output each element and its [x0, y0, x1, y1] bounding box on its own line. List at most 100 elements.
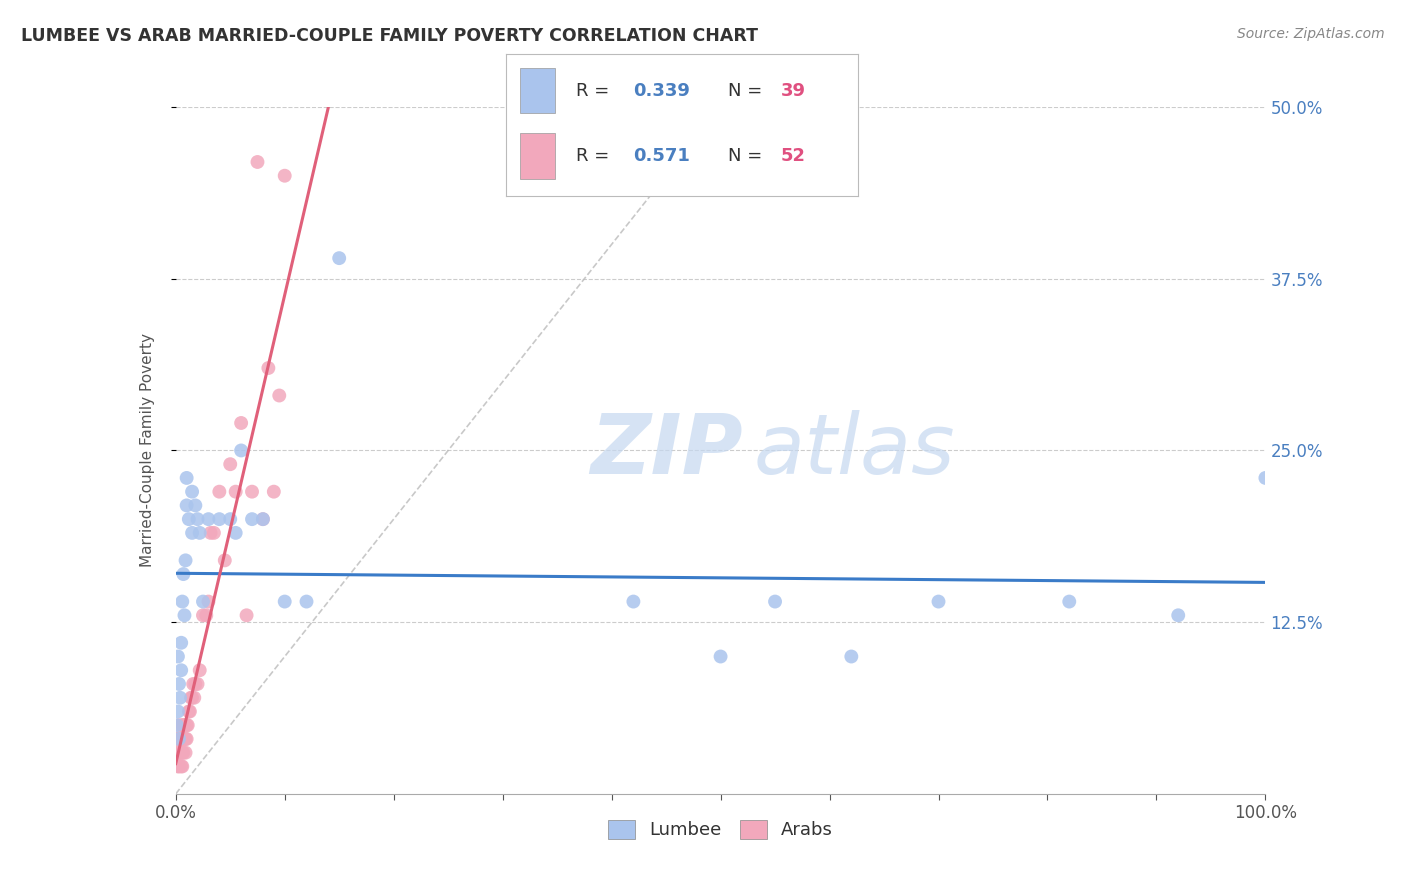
Point: [174, 553, 197, 567]
Point: [170, 636, 193, 650]
Text: 0.571: 0.571: [633, 147, 689, 165]
Point: [170, 731, 193, 746]
Text: Source: ZipAtlas.com: Source: ZipAtlas.com: [1237, 27, 1385, 41]
Point: [219, 512, 242, 526]
Point: [177, 718, 200, 732]
Point: [197, 512, 219, 526]
Point: [252, 512, 274, 526]
Point: [167, 649, 190, 664]
Point: [179, 705, 201, 719]
Point: [195, 608, 218, 623]
Point: [621, 594, 644, 608]
Point: [225, 525, 247, 540]
Point: [186, 512, 209, 526]
Point: [181, 690, 204, 705]
Point: [928, 594, 950, 608]
Text: 0.339: 0.339: [633, 82, 689, 100]
Text: 52: 52: [780, 147, 806, 165]
Point: [174, 731, 197, 746]
Point: [172, 731, 194, 746]
Point: [173, 731, 195, 746]
Point: [1167, 608, 1189, 623]
Point: [169, 690, 191, 705]
Point: [167, 759, 190, 773]
Point: [167, 718, 190, 732]
Point: [176, 471, 198, 485]
Point: [172, 718, 194, 732]
Point: [181, 525, 204, 540]
Point: [172, 567, 194, 582]
Point: [169, 731, 191, 746]
Point: [197, 594, 219, 608]
Point: [167, 759, 190, 773]
Point: [246, 155, 269, 169]
Point: [167, 705, 190, 719]
Point: [191, 608, 214, 623]
Point: [166, 718, 188, 732]
Point: [166, 731, 188, 746]
Point: [269, 388, 291, 402]
Point: [172, 718, 194, 732]
Point: [188, 663, 211, 677]
Point: [710, 649, 733, 664]
Point: [167, 731, 190, 746]
Point: [274, 594, 297, 608]
Point: [257, 361, 280, 376]
Point: [231, 416, 253, 430]
Point: [235, 608, 257, 623]
Point: [172, 594, 194, 608]
Point: [176, 731, 198, 746]
Point: [200, 525, 222, 540]
Point: [167, 746, 190, 760]
Point: [170, 746, 193, 760]
Point: [208, 512, 231, 526]
Point: [263, 484, 285, 499]
Point: [181, 677, 204, 691]
Point: [173, 608, 195, 623]
Legend: Lumbee, Arabs: Lumbee, Arabs: [600, 813, 841, 847]
Point: [166, 746, 188, 760]
Point: [184, 677, 207, 691]
Point: [295, 594, 318, 608]
Text: atlas: atlas: [754, 410, 955, 491]
Point: [173, 718, 195, 732]
Text: 39: 39: [780, 82, 806, 100]
Text: R =: R =: [576, 82, 616, 100]
Point: [328, 251, 350, 265]
Point: [252, 512, 274, 526]
FancyBboxPatch shape: [520, 134, 555, 179]
Point: [202, 525, 225, 540]
Point: [167, 677, 190, 691]
Point: [176, 499, 198, 513]
Point: [172, 759, 194, 773]
Point: [172, 746, 194, 760]
Text: ZIP: ZIP: [591, 410, 742, 491]
Point: [184, 499, 207, 513]
Point: [177, 512, 200, 526]
Point: [176, 718, 198, 732]
Point: [172, 746, 194, 760]
Point: [167, 731, 190, 746]
Point: [170, 663, 193, 677]
Point: [183, 690, 205, 705]
Point: [841, 649, 863, 664]
Point: [170, 759, 193, 773]
Text: LUMBEE VS ARAB MARRIED-COUPLE FAMILY POVERTY CORRELATION CHART: LUMBEE VS ARAB MARRIED-COUPLE FAMILY POV…: [21, 27, 758, 45]
Text: N =: N =: [728, 82, 768, 100]
Point: [274, 169, 297, 183]
Text: N =: N =: [728, 147, 768, 165]
Point: [214, 553, 236, 567]
Point: [240, 484, 263, 499]
Point: [208, 484, 231, 499]
Point: [231, 443, 253, 458]
Point: [188, 525, 211, 540]
Point: [177, 705, 200, 719]
Point: [174, 746, 197, 760]
Point: [763, 594, 786, 608]
Point: [225, 484, 247, 499]
FancyBboxPatch shape: [520, 68, 555, 113]
Point: [186, 677, 209, 691]
Point: [1254, 471, 1277, 485]
Point: [1057, 594, 1080, 608]
Point: [181, 484, 204, 499]
